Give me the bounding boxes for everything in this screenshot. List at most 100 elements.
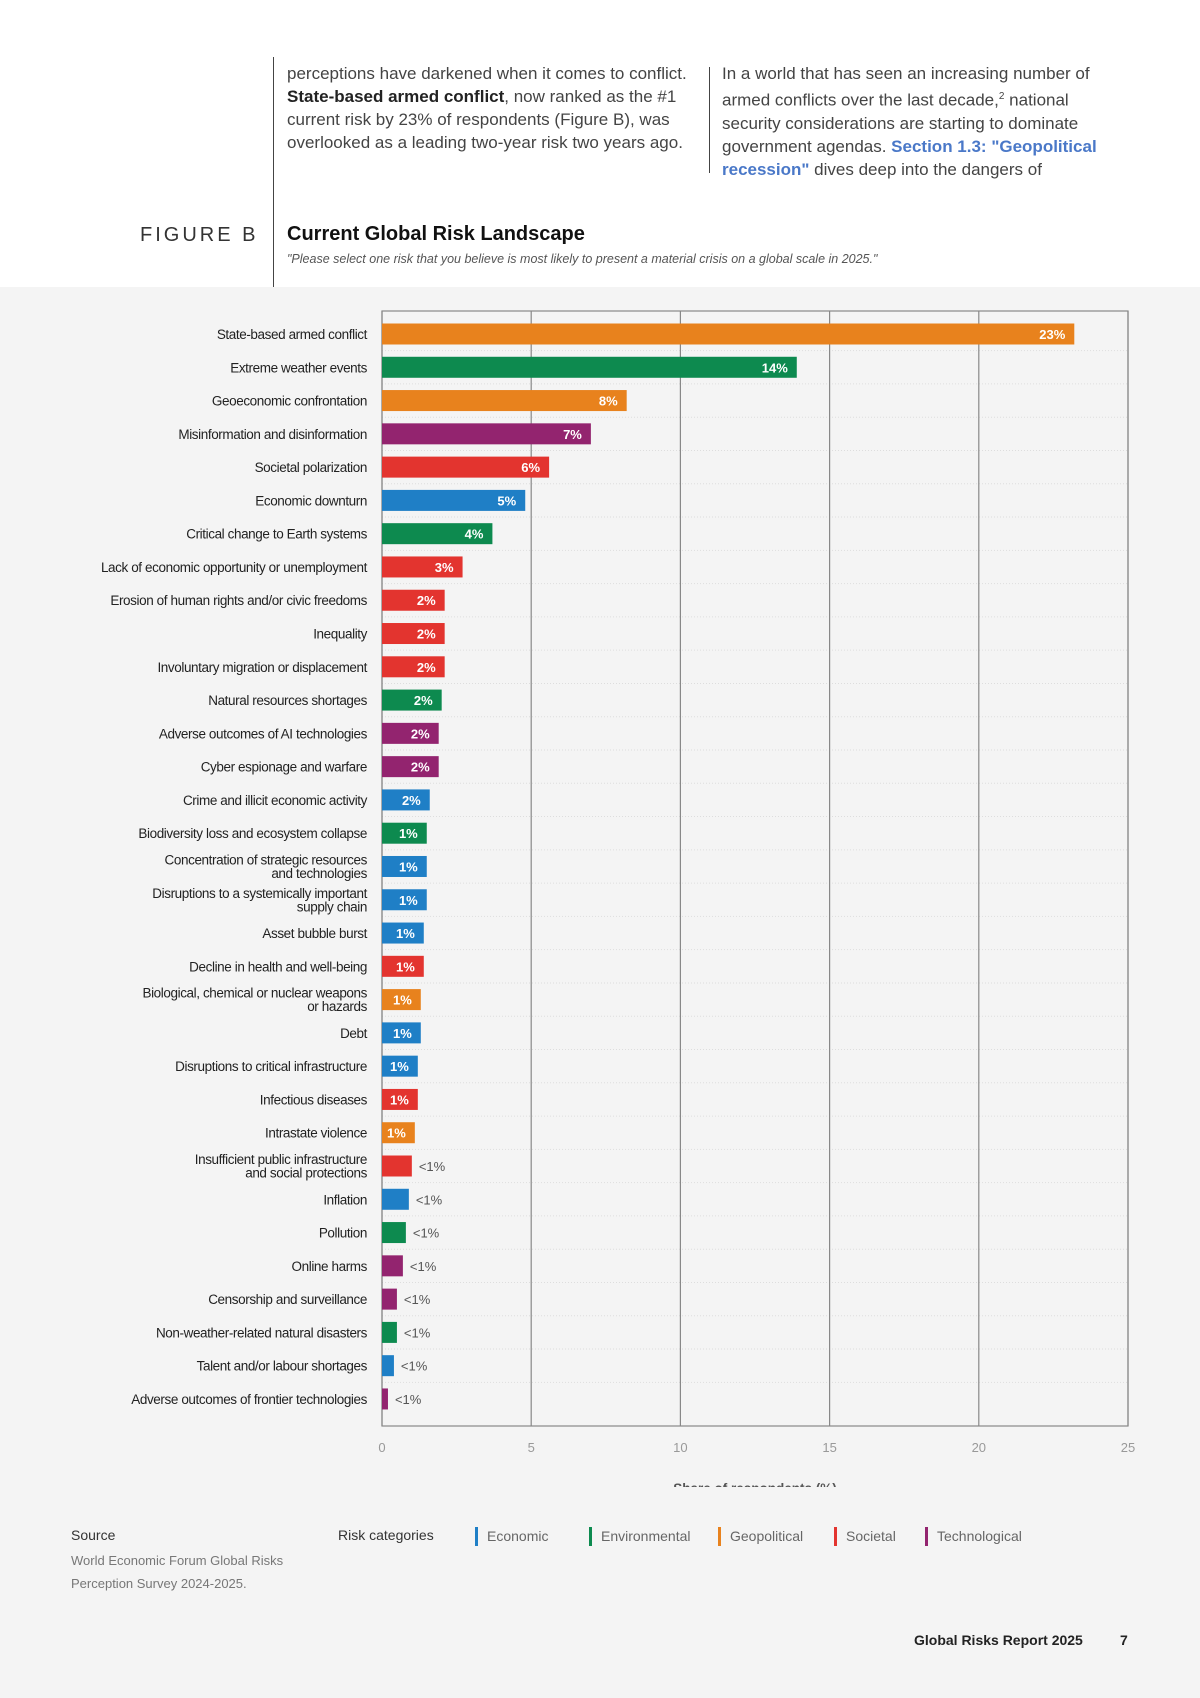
value-label: 1% <box>399 893 418 908</box>
value-label: <1% <box>416 1192 443 1207</box>
bar <box>382 423 591 445</box>
source-heading: Source <box>71 1527 116 1543</box>
value-label: 2% <box>414 693 433 708</box>
category-label: Censorship and surveillance <box>208 1292 367 1307</box>
x-tick-label: 25 <box>1121 1440 1135 1455</box>
value-label: 1% <box>396 926 415 941</box>
bar <box>382 1255 403 1277</box>
bar <box>382 323 1075 345</box>
category-label: Inequality <box>313 627 367 642</box>
footnote-ref[interactable]: 2 <box>998 91 1005 102</box>
value-label: 2% <box>417 593 436 608</box>
category-label: Concentration of strategic resources and … <box>165 852 368 881</box>
intro-left-pre: perceptions have darkened when it comes … <box>287 64 687 83</box>
bar <box>382 822 427 844</box>
bar <box>382 1188 409 1210</box>
bar <box>382 589 445 611</box>
risk-bar-chart: 0 5 10 15 20 25 State-based armed conflict 23% E… <box>101 310 1135 1487</box>
bar <box>382 1355 394 1377</box>
bar <box>382 1388 388 1410</box>
bar <box>382 789 430 811</box>
value-label: 6% <box>521 460 540 475</box>
category-label: Extreme weather events <box>230 360 367 375</box>
source-line-1: World Economic Forum Global Risks <box>71 1553 284 1568</box>
category-label: Inflation <box>323 1192 367 1207</box>
category-label: Insufficient public infrastructure and so… <box>195 1152 368 1181</box>
category-label: Biological, chemical or nuclear weapons o… <box>142 986 367 1015</box>
category-label: Disruptions to a systemically important s… <box>152 886 367 915</box>
category-label: Erosion of human rights and/or civic fre… <box>110 593 367 608</box>
bar <box>382 1222 406 1244</box>
category-label: State-based armed conflict <box>217 327 368 342</box>
bar <box>382 656 445 678</box>
bar <box>382 756 439 778</box>
legend-technological: Technological <box>925 1527 1022 1546</box>
intro-right-mid: national security considerations are sta… <box>722 90 1079 156</box>
plot-area <box>382 311 1128 1426</box>
bar <box>382 1055 418 1077</box>
value-label: 2% <box>417 627 436 642</box>
category-label: Societal polarization <box>255 460 367 475</box>
bar <box>382 722 439 744</box>
value-label: <1% <box>419 1159 446 1174</box>
category-label: Natural resources shortages <box>208 693 367 708</box>
category-label: Lack of economic opportunity or unemploy… <box>101 560 368 575</box>
value-label: 1% <box>390 1059 409 1074</box>
column-divider-left <box>273 57 274 287</box>
bar <box>382 456 550 478</box>
bar <box>382 489 526 511</box>
value-label: 7% <box>563 427 582 442</box>
bar <box>382 689 442 711</box>
bar <box>382 955 424 977</box>
category-label: Involuntary migration or displacement <box>157 660 367 675</box>
bar <box>382 922 424 944</box>
category-label: Non-weather-related natural disasters <box>156 1325 368 1340</box>
bar <box>382 855 427 877</box>
x-axis-title: Share of respondents (%) <box>673 1481 837 1487</box>
intro-left-paragraph: perceptions have darkened when it comes … <box>287 62 697 154</box>
category-label: Adverse outcomes of frontier technologie… <box>131 1392 367 1407</box>
bar <box>382 1088 418 1110</box>
intro-left-bold: State-based armed conflict <box>287 87 505 106</box>
intro-right-post: dives deep into the dangers of <box>809 159 1042 179</box>
value-label: <1% <box>404 1325 431 1340</box>
value-label: 1% <box>393 993 412 1008</box>
category-label: Economic downturn <box>255 493 367 508</box>
value-label: 2% <box>411 760 430 775</box>
intro-right-paragraph: In a world that has seen an increasing n… <box>722 62 1122 181</box>
category-label: Talent and/or labour shortages <box>197 1359 368 1374</box>
source-line-2: Perception Survey 2024-2025. <box>71 1576 247 1591</box>
intro-left-post: , now ranked as the #1 current risk by 2… <box>287 87 683 152</box>
bar <box>382 989 421 1011</box>
bar <box>382 623 445 645</box>
category-label: Cyber espionage and warfare <box>201 760 367 775</box>
legend-environmental: Environmental <box>589 1527 691 1546</box>
figure-title: Current Global Risk Landscape <box>287 223 585 245</box>
category-label: Asset bubble burst <box>262 926 367 941</box>
section-link[interactable]: Section 1.3: "Geopolitical recession" <box>722 136 1097 179</box>
value-label: 4% <box>465 527 484 542</box>
value-label: <1% <box>404 1292 431 1307</box>
bar <box>382 1022 421 1044</box>
value-label: 1% <box>399 859 418 874</box>
bar <box>382 556 463 578</box>
category-label: Pollution <box>319 1226 367 1241</box>
legend-societal: Societal <box>834 1527 896 1546</box>
value-label: 5% <box>497 493 516 508</box>
value-label: 1% <box>387 1126 406 1141</box>
bar <box>382 1122 415 1144</box>
value-label: 1% <box>393 1026 412 1041</box>
figure-label: FIGURE B <box>140 224 259 246</box>
category-label: Intrastate violence <box>265 1126 367 1141</box>
bar <box>382 523 493 545</box>
category-label: Adverse outcomes of AI technologies <box>159 726 368 741</box>
value-label: 2% <box>402 793 421 808</box>
figure-question: "Please select one risk that you believe… <box>287 252 878 266</box>
value-label: 23% <box>1039 327 1065 342</box>
bar <box>382 1288 397 1310</box>
bar <box>382 390 627 412</box>
category-label: Misinformation and disinformation <box>178 427 367 442</box>
x-tick-label: 0 <box>378 1440 385 1455</box>
x-tick-label: 10 <box>673 1440 687 1455</box>
value-label: <1% <box>395 1392 422 1407</box>
